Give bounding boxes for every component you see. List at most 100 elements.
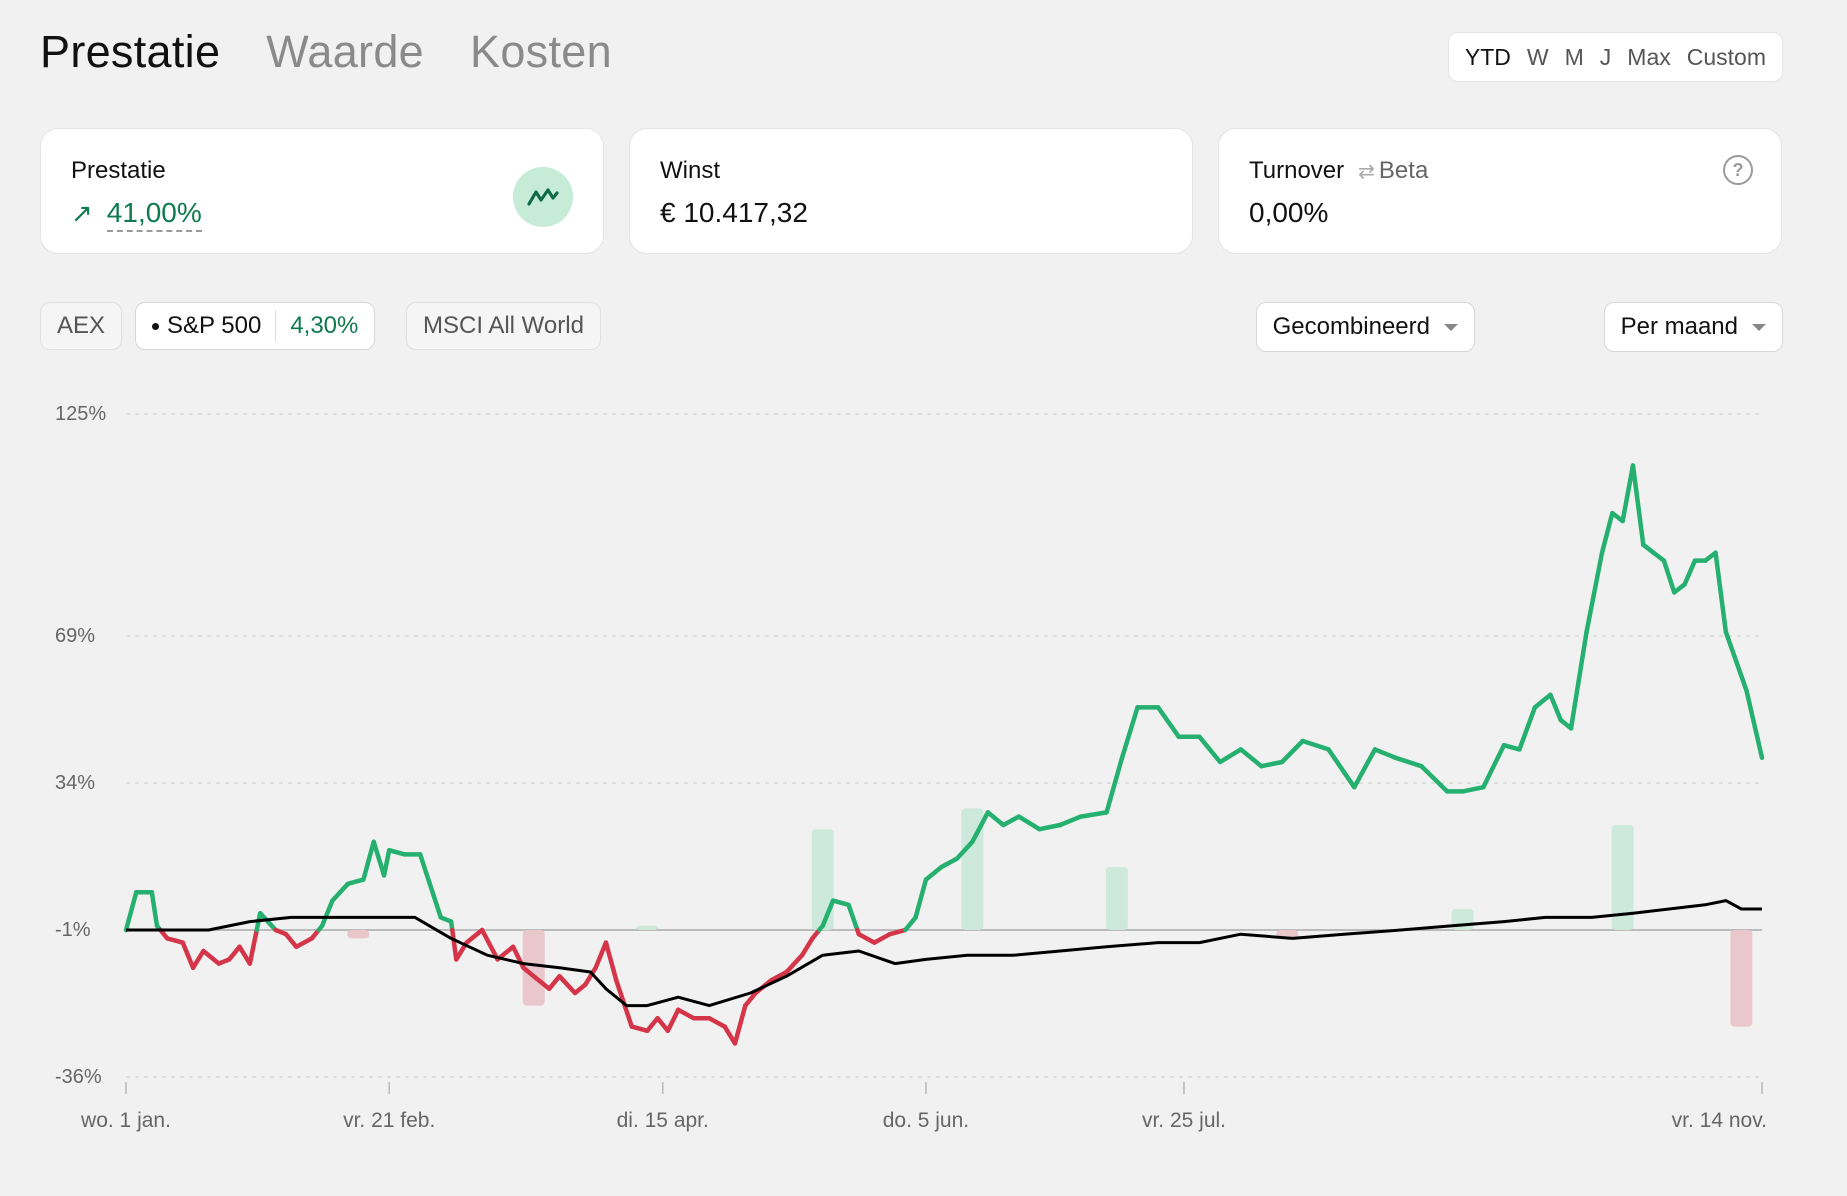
portfolio-line-positive <box>1300 738 1331 752</box>
x-tick-label: vr. 14 nov. <box>1672 1109 1767 1132</box>
chart-bars <box>347 808 1753 1027</box>
portfolio-line-negative <box>165 936 186 945</box>
turnover-card: Turnover ⇄ Beta 0,00% ? <box>1218 128 1782 254</box>
turnover-label: Turnover <box>1249 157 1345 184</box>
portfolio-line-positive <box>923 864 944 882</box>
portfolio-line-positive <box>954 839 975 861</box>
benchmark-msci[interactable]: MSCI All World <box>406 302 601 350</box>
portfolio-line-positive <box>1501 742 1522 752</box>
chart-grid <box>126 413 1762 1078</box>
portfolio-line-positive <box>1723 629 1739 664</box>
portfolio-line-positive <box>1119 705 1140 761</box>
range-month[interactable]: M <box>1564 43 1584 70</box>
portfolio-line-negative <box>603 940 619 983</box>
benchmark-line-sp500 <box>126 899 1762 1008</box>
portfolio-line-positive <box>970 810 991 845</box>
tab-prestatie[interactable]: Prestatie <box>40 26 221 77</box>
winst-card: Winst € 10.417,32 <box>629 128 1193 254</box>
portfolio-line-positive <box>939 856 960 870</box>
portfolio-line-positive <box>1713 550 1729 635</box>
portfolio-line-positive <box>1568 629 1589 731</box>
portfolio-line-positive <box>1481 742 1507 790</box>
bar-negative <box>1730 930 1753 1027</box>
portfolio-line-positive <box>1532 692 1553 710</box>
portfolio-line-negative <box>450 927 459 962</box>
portfolio-line-positive <box>1599 510 1615 555</box>
portfolio-line-positive <box>830 898 851 908</box>
mode-dropdown-label: Gecombineerd <box>1272 313 1430 340</box>
benchmark-sp500[interactable]: S&P 500 4,30% <box>135 302 376 350</box>
x-tick-label: do. 5 jun. <box>883 1109 969 1132</box>
portfolio-line-positive <box>1016 814 1042 832</box>
portfolio-line-positive <box>913 877 929 920</box>
swap-icon[interactable]: ⇄ <box>1358 161 1375 183</box>
y-tick-label: -36% <box>55 1066 102 1088</box>
portfolio-line-negative <box>655 1015 671 1034</box>
range-custom[interactable]: Custom <box>1686 43 1766 70</box>
portfolio-line-negative <box>784 952 805 975</box>
range-year[interactable]: J <box>1599 43 1612 70</box>
benchmark-aex[interactable]: AEX <box>40 302 123 350</box>
portfolio-line-positive <box>985 810 1006 828</box>
portfolio-line-positive <box>1279 738 1305 765</box>
y-tick-label: -1% <box>55 919 91 941</box>
range-week[interactable]: W <box>1526 43 1549 70</box>
portfolio-line-positive <box>149 889 160 929</box>
portfolio-line-positive <box>1259 759 1285 769</box>
portfolio-line-negative <box>675 1007 696 1021</box>
portfolio-line-negative <box>706 1015 727 1029</box>
range-max[interactable]: Max <box>1627 43 1671 70</box>
portfolio-line-negative <box>887 927 908 937</box>
portfolio-line-negative <box>479 927 500 962</box>
portfolio-line-negative <box>294 936 315 950</box>
portfolio-line-positive <box>1661 558 1677 595</box>
prestatie-value[interactable]: 41,00% <box>106 197 202 232</box>
mode-dropdown[interactable]: Gecombineerd <box>1255 302 1475 352</box>
portfolio-line-positive <box>1584 550 1605 635</box>
performance-chart: 125% 69% 34% -1% -36% wo. 1 jan. vr. 21 feb. di… <box>55 403 1767 1132</box>
turnover-value: 0,00% <box>1249 197 1329 228</box>
portfolio-line-positive <box>903 915 918 933</box>
portfolio-line-negative <box>768 969 789 983</box>
portfolio-line-negative <box>629 1024 650 1034</box>
x-tick-label: wo. 1 jan. <box>80 1109 171 1132</box>
tab-waarde[interactable]: Waarde <box>266 26 424 77</box>
chart-lines <box>123 463 1765 1046</box>
winst-value: € 10.417,32 <box>660 197 808 228</box>
portfolio-line-positive <box>417 852 444 920</box>
range-ytd[interactable]: YTD <box>1464 43 1511 70</box>
tab-kosten[interactable]: Kosten <box>470 26 612 77</box>
portfolio-line-negative <box>593 940 609 971</box>
portfolio-line-positive <box>1326 747 1357 790</box>
chevron-down-icon <box>1752 323 1766 331</box>
portfolio-line-positive <box>1197 734 1223 765</box>
view-tabs: Prestatie Waarde Kosten <box>40 26 612 78</box>
portfolio-line-negative <box>557 973 578 996</box>
period-dropdown[interactable]: Per maand <box>1603 302 1783 352</box>
winst-label: Winst <box>660 157 720 184</box>
portfolio-line-positive <box>319 898 335 929</box>
portfolio-line-positive <box>1517 705 1538 752</box>
y-tick-label: 34% <box>55 772 95 794</box>
y-tick-label: 69% <box>55 625 95 647</box>
portfolio-line-negative <box>531 973 552 992</box>
chart-axes: 125% 69% 34% -1% -36% wo. 1 jan. vr. 21 feb. di… <box>55 403 1767 1132</box>
portfolio-line-positive <box>386 847 407 857</box>
portfolio-line-negative <box>546 973 562 992</box>
help-icon[interactable]: ? <box>1723 155 1753 185</box>
portfolio-line-negative <box>743 990 758 1008</box>
portfolio-line-positive <box>1037 822 1063 832</box>
period-dropdown-label: Per maand <box>1620 313 1738 340</box>
benchmark-sp500-value: 4,30% <box>290 312 359 339</box>
bar-positive <box>961 808 984 930</box>
portfolio-line-positive <box>1078 810 1109 819</box>
portfolio-line-negative <box>190 948 206 971</box>
portfolio-line-negative <box>583 965 598 987</box>
turnover-label-row: Turnover ⇄ Beta <box>1249 157 1428 185</box>
portfolio-line-positive <box>1217 747 1244 765</box>
portfolio-line-negative <box>201 948 222 966</box>
portfolio-line-positive <box>361 839 376 882</box>
portfolio-line-positive <box>1744 688 1765 761</box>
portfolio-line-positive <box>371 839 387 878</box>
beta-label[interactable]: Beta <box>1378 157 1429 184</box>
